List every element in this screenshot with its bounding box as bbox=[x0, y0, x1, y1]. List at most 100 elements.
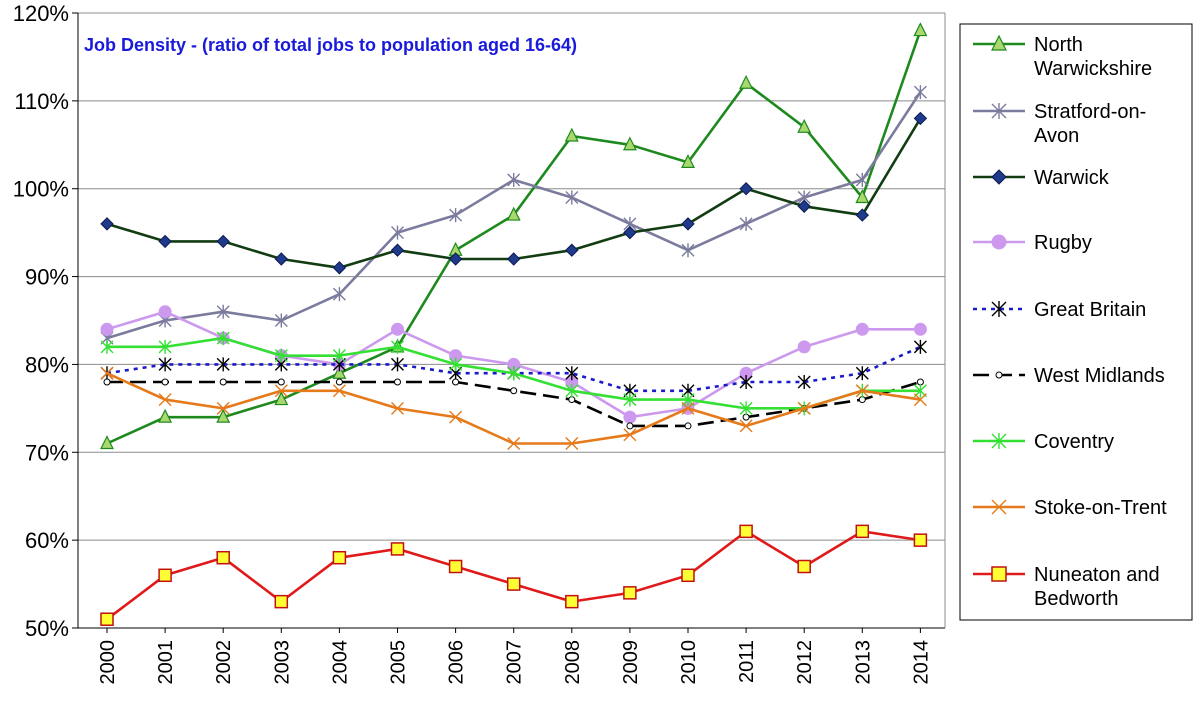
series-coventry bbox=[100, 331, 927, 416]
data-point bbox=[332, 364, 347, 379]
legend-label: Nuneaton and bbox=[1034, 564, 1160, 586]
y-tick-label: 110% bbox=[14, 89, 69, 114]
x-tick-label: 2013 bbox=[852, 640, 874, 685]
x-tick-label: 2003 bbox=[271, 640, 293, 685]
legend-entry-stoke-on-trent: Stoke-on-Trent bbox=[973, 497, 1167, 519]
data-point bbox=[623, 392, 637, 407]
data-point bbox=[797, 559, 811, 574]
data-point bbox=[623, 428, 637, 442]
data-point bbox=[391, 322, 404, 336]
data-point bbox=[277, 378, 285, 386]
data-point bbox=[565, 383, 579, 398]
y-tick-label: 90% bbox=[25, 265, 69, 290]
data-point bbox=[913, 322, 927, 336]
data-point bbox=[158, 393, 172, 407]
series-nuneaton-and-bedworth bbox=[100, 524, 928, 626]
data-point bbox=[332, 287, 346, 302]
legend-entry-stratford-on-avon: Stratford-on-Avon bbox=[973, 101, 1146, 147]
data-point bbox=[216, 331, 230, 346]
x-tick-label: 2007 bbox=[504, 640, 526, 685]
x-tick-label: 2001 bbox=[155, 640, 177, 685]
data-point bbox=[100, 217, 114, 231]
chart-title: Job Density - (ratio of total jobs to po… bbox=[84, 35, 577, 55]
data-point bbox=[216, 234, 230, 249]
data-point bbox=[158, 568, 172, 583]
data-point bbox=[335, 378, 343, 386]
data-point bbox=[991, 103, 1007, 119]
legend-label: Great Britain bbox=[1034, 299, 1146, 321]
data-point bbox=[449, 357, 463, 372]
data-point bbox=[991, 34, 1007, 51]
data-point bbox=[913, 85, 927, 100]
legend-label: Bedworth bbox=[1034, 588, 1119, 610]
data-point bbox=[332, 384, 346, 398]
data-point bbox=[394, 378, 401, 386]
legend-label: North bbox=[1034, 34, 1083, 56]
data-point bbox=[913, 22, 928, 37]
data-point bbox=[506, 577, 521, 591]
data-point bbox=[448, 559, 463, 574]
data-point bbox=[274, 252, 289, 266]
data-point bbox=[739, 375, 753, 389]
series-stoke-on-trent bbox=[100, 366, 927, 450]
x-tick-label: 2004 bbox=[329, 640, 351, 685]
data-point bbox=[623, 225, 637, 240]
legend-label: West Midlands bbox=[1034, 365, 1165, 387]
data-point bbox=[855, 208, 870, 222]
data-point bbox=[991, 234, 1007, 250]
y-tick-label: 80% bbox=[25, 352, 69, 377]
legend-entry-warwick: Warwick bbox=[973, 167, 1110, 189]
data-point bbox=[623, 410, 637, 424]
data-point bbox=[100, 366, 114, 380]
data-point bbox=[565, 190, 579, 205]
data-point bbox=[510, 387, 518, 395]
y-tick-label: 60% bbox=[25, 528, 69, 553]
data-point bbox=[274, 384, 288, 398]
data-point bbox=[390, 243, 405, 257]
data-point bbox=[681, 217, 695, 231]
data-point bbox=[739, 216, 753, 231]
data-point bbox=[216, 550, 230, 565]
x-tick-label: 2005 bbox=[388, 640, 410, 685]
legend-label: Stratford-on- bbox=[1034, 101, 1146, 123]
data-point bbox=[391, 339, 404, 354]
data-point bbox=[449, 208, 463, 223]
x-tick-label: 2010 bbox=[678, 640, 700, 685]
data-point bbox=[507, 437, 521, 450]
data-point bbox=[274, 348, 288, 363]
x-tick-label: 2006 bbox=[446, 640, 468, 685]
series-warwick bbox=[100, 111, 928, 275]
data-point bbox=[991, 301, 1007, 317]
legend-label: Stoke-on-Trent bbox=[1034, 497, 1167, 519]
data-point bbox=[855, 384, 869, 398]
data-point bbox=[797, 401, 811, 415]
y-axis-ticks: 50% 60% 70% 80% 90% 100% 110% 120% bbox=[13, 1, 78, 641]
data-point bbox=[681, 154, 695, 168]
legend-entry-great-britain: Great Britain bbox=[973, 299, 1146, 321]
x-tick-label: 2000 bbox=[97, 640, 119, 685]
data-point bbox=[216, 408, 231, 423]
data-point bbox=[913, 111, 928, 126]
x-axis-ticks: 2000 2001 2002 2003 2004 2005 2006 2007 2008 2009… bbox=[97, 628, 932, 685]
y-tick-label: 100% bbox=[13, 177, 69, 202]
data-point bbox=[158, 305, 172, 319]
data-point bbox=[626, 422, 634, 430]
data-point bbox=[100, 339, 114, 354]
data-point bbox=[855, 322, 869, 336]
data-point bbox=[855, 524, 870, 539]
data-point bbox=[100, 612, 114, 626]
data-point bbox=[274, 594, 289, 609]
legend-label: Coventry bbox=[1034, 431, 1114, 453]
data-point bbox=[161, 378, 169, 386]
data-point bbox=[448, 252, 463, 266]
data-point bbox=[739, 524, 753, 539]
data-point bbox=[995, 371, 1003, 379]
y-tick-label: 70% bbox=[25, 440, 69, 465]
y-tick-label: 120% bbox=[13, 1, 69, 26]
data-point bbox=[391, 357, 404, 372]
data-point bbox=[158, 357, 172, 372]
x-tick-label: 2008 bbox=[562, 640, 584, 685]
